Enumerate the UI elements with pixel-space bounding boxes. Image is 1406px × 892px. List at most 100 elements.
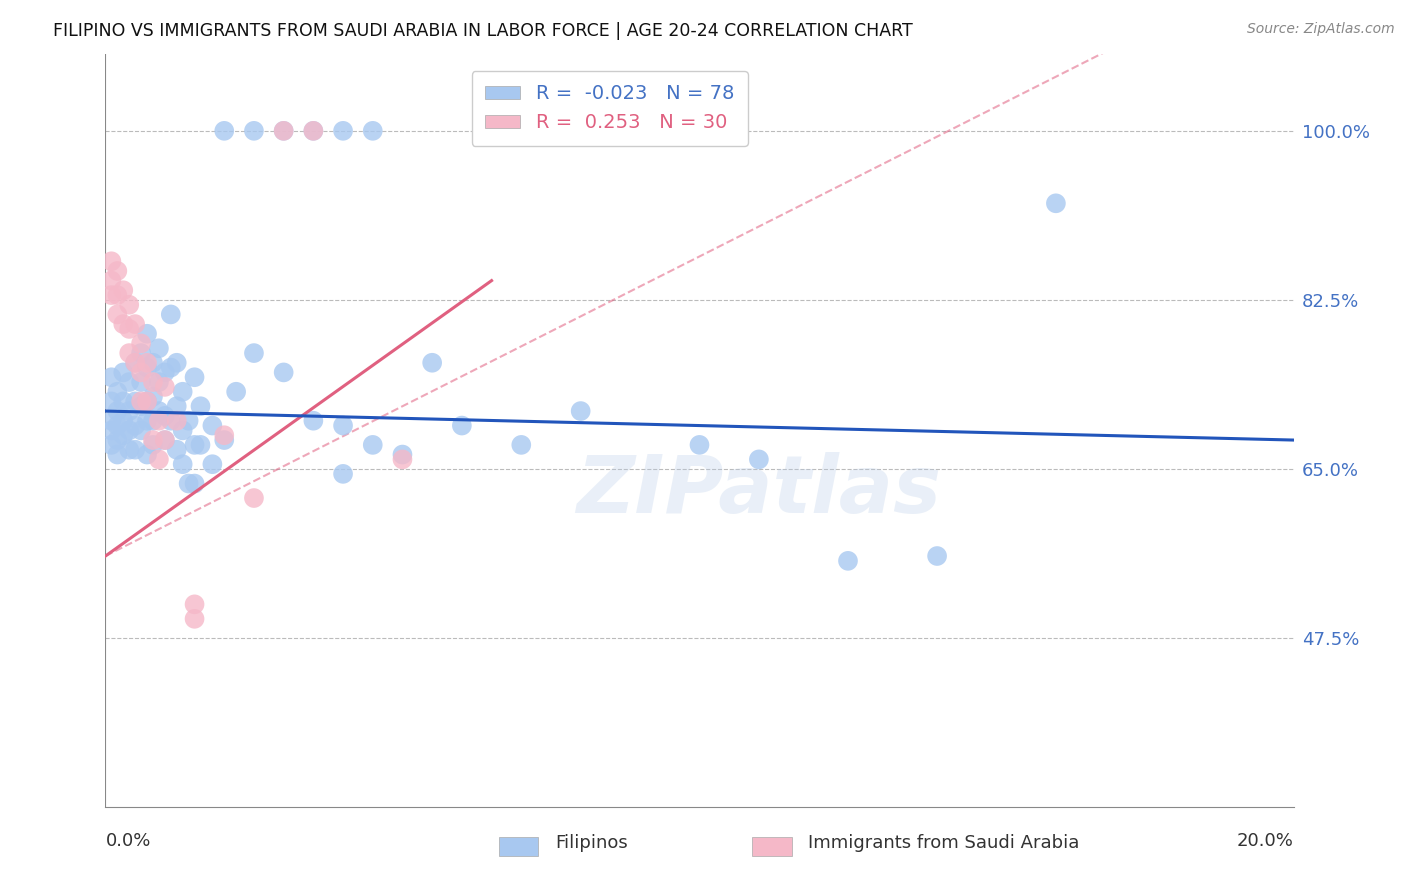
- Point: [124, 418, 146, 433]
- Point: [100, 438, 122, 452]
- Point: [166, 442, 188, 457]
- Point: [420, 356, 443, 370]
- Point: [159, 307, 181, 322]
- Point: [105, 448, 128, 462]
- Point: [201, 418, 224, 433]
- Point: [118, 442, 141, 457]
- Point: [159, 360, 181, 375]
- Point: [166, 399, 188, 413]
- Point: [190, 399, 212, 413]
- Point: [569, 404, 592, 418]
- Point: [177, 414, 200, 428]
- Point: [112, 366, 135, 380]
- Point: [510, 438, 533, 452]
- Point: [273, 366, 295, 380]
- Point: [243, 346, 266, 360]
- Point: [148, 375, 170, 389]
- Point: [100, 424, 122, 438]
- Point: [136, 360, 159, 375]
- Point: [124, 356, 146, 370]
- Point: [100, 394, 122, 409]
- Point: [153, 433, 176, 447]
- Point: [391, 448, 413, 462]
- Point: [105, 418, 128, 433]
- Point: [183, 612, 205, 626]
- Point: [214, 433, 236, 447]
- Point: [172, 384, 194, 399]
- Point: [142, 390, 165, 404]
- Point: [112, 283, 135, 297]
- Point: [100, 414, 122, 428]
- Point: [166, 414, 188, 428]
- Point: [172, 457, 194, 471]
- Point: [273, 124, 295, 138]
- Point: [332, 418, 354, 433]
- Point: [105, 307, 128, 322]
- Point: [159, 414, 181, 428]
- Point: [201, 457, 224, 471]
- Point: [136, 448, 159, 462]
- Point: [142, 375, 165, 389]
- Point: [105, 384, 128, 399]
- Point: [148, 404, 170, 418]
- Point: [153, 380, 176, 394]
- Point: [177, 476, 200, 491]
- Point: [100, 254, 122, 268]
- Point: [332, 124, 354, 138]
- Point: [118, 298, 141, 312]
- Point: [142, 356, 165, 370]
- Point: [112, 414, 135, 428]
- Point: [136, 414, 159, 428]
- Point: [124, 442, 146, 457]
- Point: [124, 394, 146, 409]
- Point: [105, 433, 128, 447]
- Point: [391, 452, 413, 467]
- Text: 0.0%: 0.0%: [105, 832, 150, 850]
- Text: Filipinos: Filipinos: [555, 834, 628, 852]
- Point: [153, 366, 176, 380]
- Point: [129, 394, 152, 409]
- Point: [172, 424, 194, 438]
- Legend: R =  -0.023   N = 78, R =  0.253   N = 30: R = -0.023 N = 78, R = 0.253 N = 30: [471, 70, 748, 145]
- Point: [118, 404, 141, 418]
- Point: [689, 438, 711, 452]
- Point: [183, 476, 205, 491]
- Point: [273, 124, 295, 138]
- Point: [129, 366, 152, 380]
- Point: [214, 428, 236, 442]
- Point: [183, 370, 205, 384]
- Text: FILIPINO VS IMMIGRANTS FROM SAUDI ARABIA IN LABOR FORCE | AGE 20-24 CORRELATION : FILIPINO VS IMMIGRANTS FROM SAUDI ARABIA…: [53, 22, 912, 40]
- Point: [302, 124, 325, 138]
- Point: [105, 288, 128, 302]
- Point: [837, 554, 859, 568]
- Text: ZIPatlas: ZIPatlas: [576, 451, 942, 530]
- Point: [129, 375, 152, 389]
- Point: [118, 322, 141, 336]
- Point: [361, 124, 384, 138]
- Point: [153, 409, 176, 423]
- Point: [124, 317, 146, 331]
- Point: [243, 124, 266, 138]
- Point: [129, 399, 152, 413]
- Point: [748, 452, 770, 467]
- Point: [302, 124, 325, 138]
- Point: [118, 346, 141, 360]
- Point: [243, 491, 266, 505]
- Point: [129, 336, 152, 351]
- Point: [148, 414, 170, 428]
- Point: [118, 424, 141, 438]
- Point: [190, 438, 212, 452]
- Text: 20.0%: 20.0%: [1237, 832, 1294, 850]
- Point: [153, 433, 176, 447]
- Text: Source: ZipAtlas.com: Source: ZipAtlas.com: [1247, 22, 1395, 37]
- Point: [142, 414, 165, 428]
- Point: [142, 438, 165, 452]
- Point: [225, 384, 247, 399]
- Point: [112, 317, 135, 331]
- Point: [100, 274, 122, 288]
- Point: [129, 346, 152, 360]
- Point: [136, 326, 159, 341]
- Point: [214, 124, 236, 138]
- Point: [105, 264, 128, 278]
- Point: [129, 424, 152, 438]
